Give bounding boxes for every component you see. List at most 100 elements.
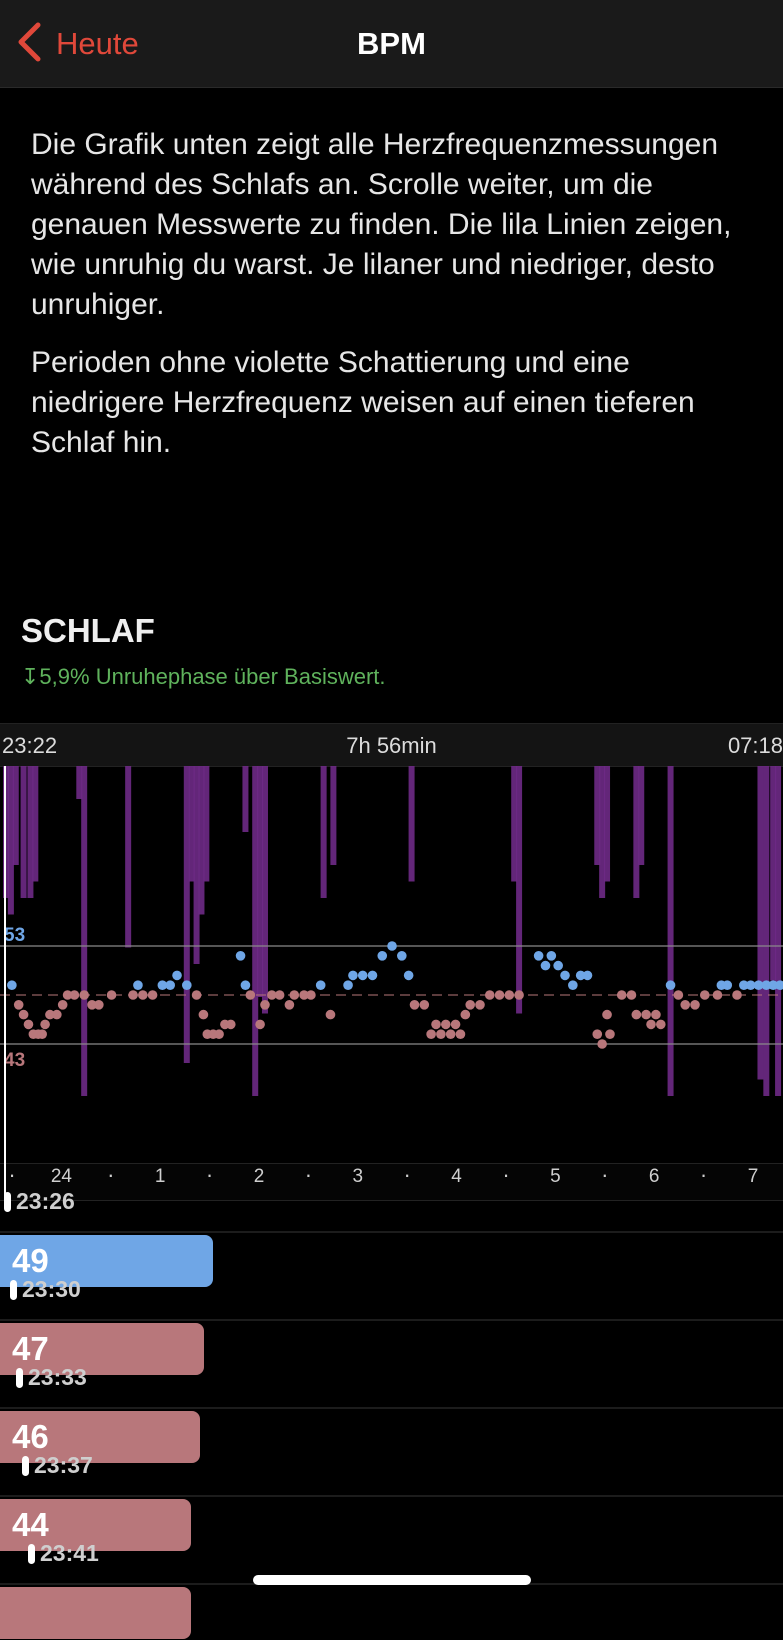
restlessness-bar bbox=[770, 766, 777, 981]
restlessness-bar bbox=[188, 766, 195, 882]
heart-rate-chart[interactable]: 53 43 · 24 · 1 · 2 · 3 · 4 · 5 · 6 · 7 bbox=[0, 766, 783, 1200]
time-marker-icon bbox=[4, 1191, 11, 1212]
heart-rate-point bbox=[460, 1009, 471, 1020]
reading-row[interactable]: 23:41 bbox=[0, 1540, 783, 1640]
x-tick-label: · bbox=[502, 1162, 509, 1187]
heart-rate-point bbox=[299, 990, 309, 1000]
heart-rate-point bbox=[690, 1000, 700, 1010]
page-title: BPM bbox=[357, 26, 426, 61]
restlessness-bar bbox=[599, 766, 606, 898]
restlessness-bar bbox=[320, 766, 327, 898]
row-separator bbox=[0, 1319, 783, 1321]
heart-rate-point bbox=[673, 990, 684, 1000]
bpm-bar[interactable]: 47 bbox=[0, 1323, 204, 1375]
heart-rate-point bbox=[409, 1000, 420, 1010]
bpm-bar[interactable] bbox=[0, 1587, 191, 1639]
bpm-bar[interactable]: 44 bbox=[0, 1499, 191, 1551]
heart-rate-point bbox=[62, 990, 73, 1000]
heart-rate-point bbox=[69, 990, 80, 1000]
reading-time: 23:26 bbox=[4, 1188, 75, 1215]
restlessness-bar bbox=[20, 766, 27, 898]
reading-row[interactable]: 23:33 46 bbox=[0, 1364, 783, 1464]
sleep-duration: 7h 56min bbox=[346, 733, 437, 758]
restlessness-bar bbox=[775, 766, 782, 1096]
reading-row[interactable]: 23:30 47 bbox=[0, 1276, 783, 1376]
x-tick-label: 24 bbox=[51, 1166, 73, 1187]
heart-rate-point bbox=[40, 1019, 50, 1030]
heart-rate-point bbox=[147, 990, 158, 1000]
chevron-left-icon bbox=[16, 22, 42, 67]
heart-rate-point bbox=[455, 1029, 466, 1039]
nav-bar: Heute BPM bbox=[0, 0, 783, 88]
restlessness-bar bbox=[633, 766, 640, 898]
time-marker-icon bbox=[16, 1367, 23, 1388]
bpm-value: 49 bbox=[12, 1242, 49, 1279]
heart-rate-point bbox=[605, 1029, 615, 1039]
heart-rate-point bbox=[138, 990, 148, 1000]
heart-rate-point bbox=[592, 1029, 603, 1039]
back-button-label[interactable]: Heute bbox=[56, 26, 139, 61]
restlessness-bar bbox=[81, 766, 88, 1096]
heart-rate-point bbox=[225, 1019, 236, 1030]
heart-rate-point bbox=[445, 1029, 456, 1039]
heart-rate-point bbox=[172, 970, 182, 981]
reading-time: 23:37 bbox=[22, 1452, 93, 1479]
restlessness-bar bbox=[408, 766, 415, 882]
reading-row[interactable]: 23:26 49 bbox=[0, 1188, 783, 1288]
heart-rate-point bbox=[191, 990, 202, 1000]
heart-rate-point bbox=[761, 980, 772, 990]
restlessness-bar bbox=[594, 766, 601, 865]
heart-rate-point bbox=[403, 970, 414, 981]
reading-time: 23:30 bbox=[10, 1276, 81, 1303]
x-tick-label: · bbox=[206, 1162, 213, 1187]
restlessness-bar bbox=[763, 766, 770, 1096]
heart-rate-point bbox=[560, 970, 570, 981]
heart-rate-point bbox=[597, 1039, 607, 1049]
heart-rate-point bbox=[655, 1019, 666, 1030]
restlessness-bar bbox=[257, 766, 264, 997]
heart-rate-point bbox=[343, 980, 353, 990]
x-tick-label: 6 bbox=[649, 1166, 660, 1187]
heart-rate-point bbox=[377, 951, 388, 961]
bpm-bar[interactable]: 46 bbox=[0, 1411, 200, 1463]
bpm-value: 47 bbox=[12, 1330, 49, 1367]
heart-rate-point bbox=[367, 970, 378, 981]
heart-rate-point bbox=[198, 1009, 209, 1020]
restlessness-bar bbox=[32, 766, 39, 882]
heart-rate-point bbox=[18, 1009, 29, 1020]
heart-rate-point bbox=[641, 1009, 651, 1020]
time-range-bar: 23:22 7h 56min 07:18 bbox=[0, 723, 783, 767]
heart-rate-point bbox=[745, 980, 756, 990]
heart-rate-point bbox=[357, 970, 368, 981]
heart-rate-point bbox=[575, 970, 586, 981]
intro-paragraph-2: Perioden ohne violette Schattierung und … bbox=[31, 346, 695, 459]
restlessness-bar bbox=[252, 766, 259, 1096]
heart-rate-point bbox=[431, 1019, 441, 1030]
reading-time: 23:41 bbox=[28, 1540, 99, 1567]
x-tick-label: · bbox=[404, 1162, 411, 1187]
heart-rate-point bbox=[631, 1009, 642, 1020]
x-tick-label: · bbox=[601, 1162, 608, 1187]
heart-rate-point bbox=[52, 1009, 62, 1020]
restlessness-bar bbox=[516, 766, 523, 1014]
intro-paragraph-1: Die Grafik unten zeigt alle Herzfrequenz… bbox=[31, 128, 732, 321]
back-button[interactable]: Heute bbox=[16, 22, 139, 66]
x-tick-label: 3 bbox=[353, 1166, 364, 1187]
restlessness-bar bbox=[198, 766, 205, 915]
heart-rate-point bbox=[214, 1029, 224, 1039]
bpm-bar[interactable]: 49 bbox=[0, 1235, 213, 1287]
reading-row[interactable]: 23:37 44 bbox=[0, 1452, 783, 1552]
heart-rate-point bbox=[128, 990, 138, 1000]
heart-rate-point bbox=[397, 951, 407, 961]
heart-rate-point bbox=[465, 1000, 476, 1010]
bpm-value: 44 bbox=[12, 1506, 49, 1543]
heart-rate-point bbox=[440, 1019, 451, 1030]
heart-rate-point bbox=[665, 980, 676, 990]
restlessness-summary: ↧5,9% Unruhephase über Basiswert. bbox=[21, 664, 386, 689]
heart-rate-point bbox=[87, 1000, 97, 1010]
reading-time: 23:33 bbox=[16, 1364, 87, 1391]
restlessness-bar bbox=[193, 766, 200, 964]
heart-rate-point bbox=[348, 970, 358, 981]
x-tick-label: · bbox=[8, 1162, 15, 1187]
heart-rate-point bbox=[699, 990, 710, 1000]
